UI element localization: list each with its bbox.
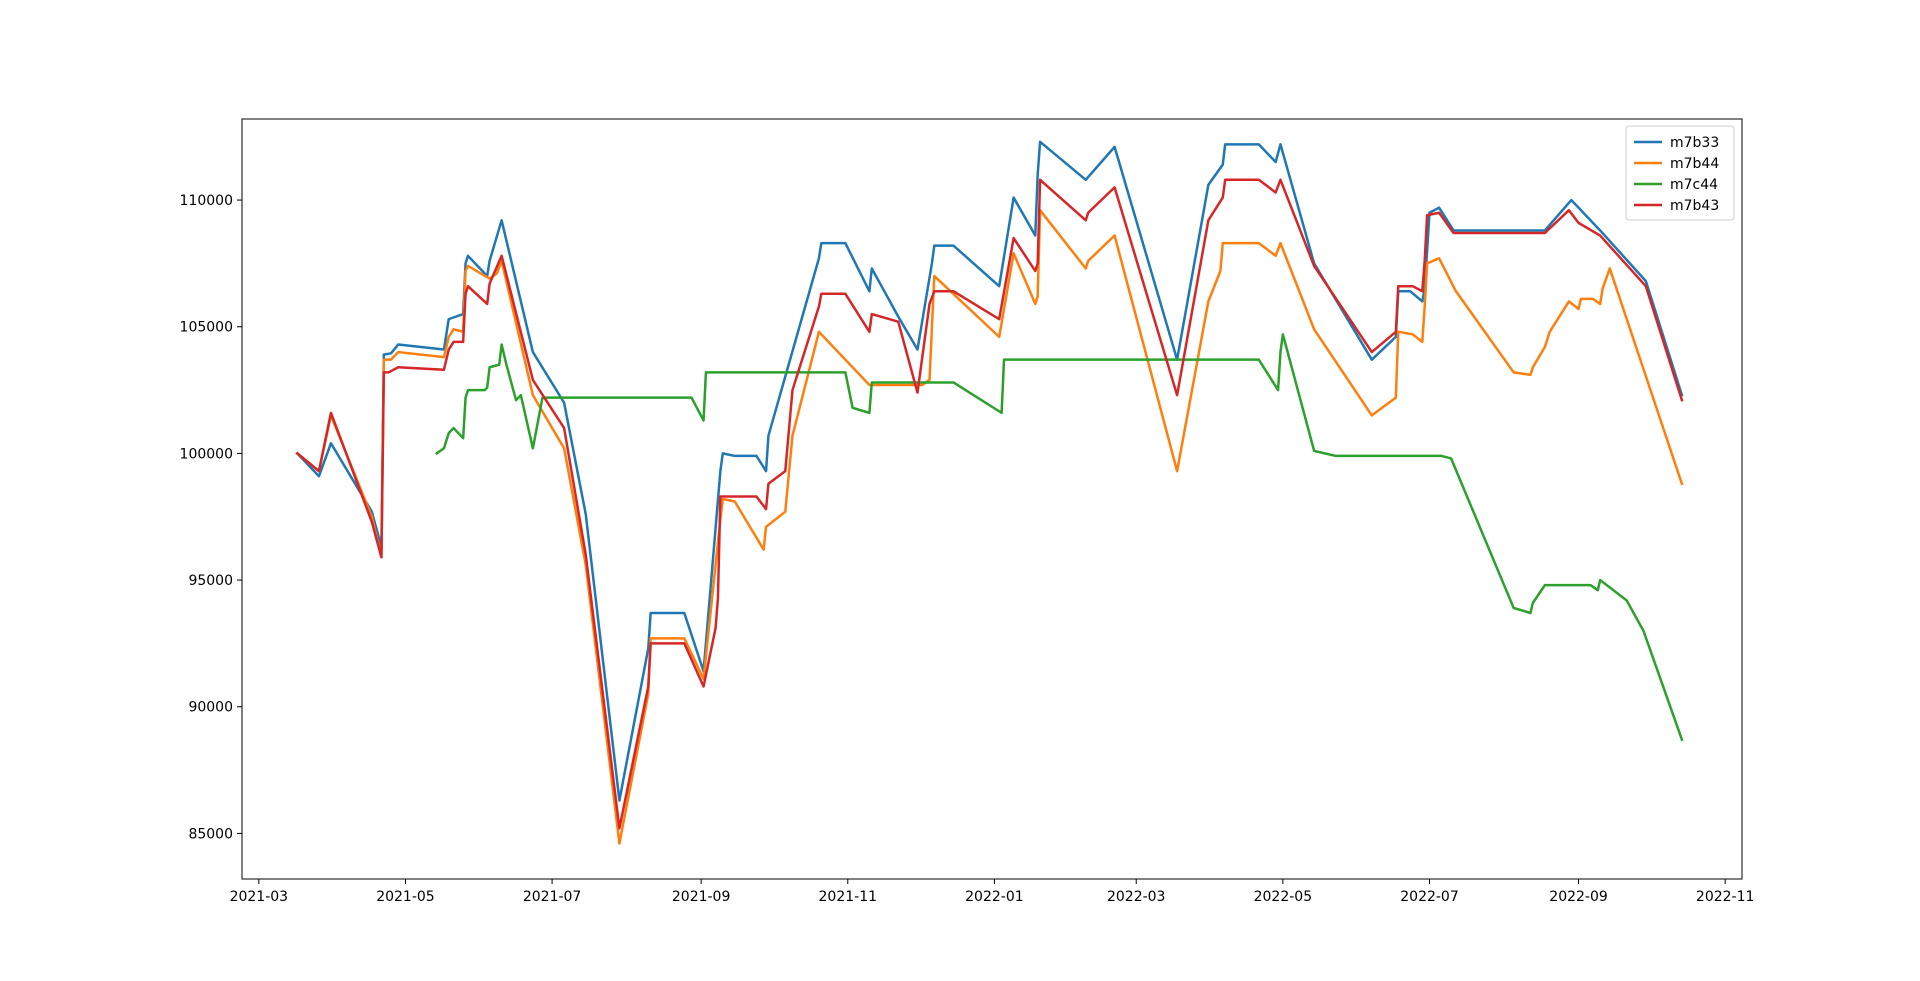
y-tick-label: 105000: [180, 320, 233, 336]
series-line-m7c44: [434, 333, 1684, 742]
legend: m7b33 m7b44 m7c44 m7b43: [1625, 125, 1735, 221]
legend-label-m7b43: m7b43: [1670, 198, 1719, 214]
x-tick-label: 2021-09: [672, 889, 731, 905]
x-tick-label: 2021-05: [376, 889, 435, 905]
x-tick-label: 2022-05: [1254, 889, 1313, 905]
plot-area-frame: [241, 118, 1743, 880]
x-tick-label: 2022-01: [965, 889, 1024, 905]
y-axis: 85000 90000 95000 100000 105000 110000: [180, 193, 242, 842]
x-tick-label: 2022-11: [1696, 889, 1755, 905]
series-lines: [295, 140, 1684, 845]
x-tick-label: 2021-11: [819, 889, 878, 905]
x-tick-label: 2022-03: [1107, 889, 1166, 905]
y-tick-label: 110000: [180, 193, 233, 209]
x-tick-label: 2021-03: [230, 889, 289, 905]
series-line-m7b43: [295, 178, 1684, 830]
legend-label-m7b44: m7b44: [1670, 156, 1719, 172]
x-axis: 2021-03 2021-05 2021-07 2021-09 2021-11 2022-…: [230, 879, 1755, 905]
x-tick-label: 2022-07: [1400, 889, 1459, 905]
legend-box: [1625, 125, 1735, 221]
y-tick-label: 85000: [188, 826, 233, 842]
y-tick-label: 100000: [180, 446, 233, 462]
legend-label-m7c44: m7c44: [1670, 177, 1718, 193]
series-line-m7b44: [295, 208, 1684, 845]
x-tick-label: 2022-09: [1549, 889, 1608, 905]
legend-label-m7b33: m7b33: [1670, 135, 1719, 151]
y-tick-label: 90000: [188, 700, 233, 716]
y-tick-label: 95000: [188, 573, 233, 589]
x-tick-label: 2021-07: [523, 889, 582, 905]
